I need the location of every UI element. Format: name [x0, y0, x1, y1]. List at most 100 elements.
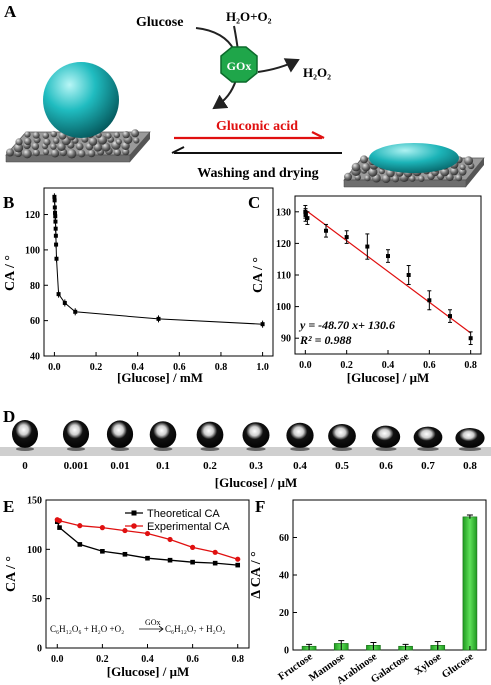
substrate-strip-d — [0, 447, 491, 456]
droplet-reflection — [331, 447, 353, 451]
droplet-reflection — [246, 447, 266, 451]
x-tick-label: 1.0 — [256, 362, 269, 373]
droplet — [455, 428, 485, 448]
nanoparticle — [122, 131, 130, 139]
data-point-theoretical — [190, 559, 195, 565]
panel-f: F 0 20 40 60 FructoseMannoseArabinoseGalact… — [249, 497, 487, 685]
nanoparticle — [361, 162, 371, 172]
x-tick-label: 0.4 — [382, 360, 395, 371]
nanoparticle — [93, 143, 103, 152]
droplet-concentration-label: 0.7 — [421, 460, 435, 472]
droplet-reflection — [15, 447, 35, 451]
droplet-concentration-label: 0.1 — [156, 460, 170, 472]
y-tick-label: 120 — [25, 210, 40, 221]
data-point-experimental — [167, 536, 173, 543]
nanoparticle — [113, 148, 121, 156]
data-point-theoretical — [235, 562, 241, 568]
panel-label-d: D — [3, 407, 15, 426]
y-tick-label: 100 — [27, 545, 42, 556]
nanoparticle — [418, 175, 425, 182]
data-point-experimental — [122, 527, 128, 534]
droplet-reflection — [153, 447, 173, 451]
panel-c: C 0.0 0.2 0.4 0.6 0.8 90 100 110 120 130 CA / ° [… — [248, 193, 482, 385]
x-axis-label-b: [Glucose] / mM — [117, 370, 203, 385]
nanoparticle — [42, 132, 50, 139]
washing-drying-label: Washing and drying — [197, 166, 318, 181]
reaction-right: C₆H₁₂O₇ + H₂O₂ — [165, 624, 225, 634]
droplet — [106, 420, 134, 449]
reaction-enzyme: GOx — [145, 618, 161, 627]
y-axis-label-c: CA / ° — [251, 257, 266, 293]
category-label: Glucose — [440, 651, 476, 681]
data-point-c — [324, 228, 328, 233]
panel-d: D 0 0.001 0.01 0.1 0.2 0.3 0.4 0.5 0.6 0.7 0.8 [Gl… — [0, 407, 491, 490]
x-tick-label: 0.2 — [96, 654, 109, 665]
data-point-experimental — [56, 518, 63, 524]
nanoparticle — [15, 138, 23, 146]
nanoparticle — [105, 132, 112, 139]
panel-label-a: A — [4, 2, 17, 21]
droplet-reflection — [375, 447, 397, 451]
nanoparticle — [13, 143, 24, 153]
droplet-reflection — [110, 447, 130, 451]
water-droplet-sphere — [43, 62, 119, 138]
y-axis-label-f: Δ CA / ° — [249, 551, 264, 598]
data-point-theoretical — [77, 542, 83, 547]
legend-e: Theoretical CA Experimental CA — [125, 508, 230, 533]
data-point-theoretical — [100, 549, 105, 554]
y-tick-label: 100 — [25, 245, 40, 256]
panel-label-e: E — [3, 497, 14, 516]
data-marks-e — [54, 517, 241, 568]
nanoparticle — [32, 149, 40, 157]
reverse-arrow — [171, 146, 342, 154]
nanoparticle — [50, 130, 57, 138]
y-tick-label: 80 — [30, 281, 40, 292]
y-tick-label: 40 — [30, 352, 40, 363]
nanoparticle — [368, 167, 378, 177]
y-tick-label: 100 — [276, 302, 291, 313]
y-tick-label: 0 — [37, 644, 42, 655]
data-marks-b — [52, 193, 265, 328]
axis-ticks-c: 0.0 0.2 0.4 0.6 0.8 90 100 110 120 130 — [276, 207, 477, 371]
y-tick-label: 40 — [279, 571, 289, 582]
nanoparticle — [57, 142, 66, 151]
x-axis-label-d: [Glucose] / μM — [215, 475, 297, 490]
y-tick-label: 50 — [32, 594, 42, 605]
data-point-b — [53, 226, 58, 231]
data-point-experimental — [212, 549, 218, 555]
data-point-experimental — [235, 556, 241, 562]
water-droplet-spread — [369, 143, 459, 173]
nanoparticle — [97, 135, 107, 145]
nanoparticle — [50, 149, 60, 158]
data-point-c — [386, 254, 390, 259]
data-point-theoretical — [145, 555, 150, 561]
fit-line-c — [304, 209, 472, 334]
droplet-concentration-label: 0.2 — [203, 460, 217, 472]
y-axis-label-e: CA / ° — [4, 556, 19, 592]
nanoparticle — [50, 143, 57, 150]
droplet-reflection — [200, 447, 220, 451]
data-point-b — [53, 219, 58, 224]
data-point-b — [156, 316, 161, 321]
category-label: Xylose — [413, 651, 444, 677]
reaction-equation: C₆H₁₂O₆ + H₂O +O₂ GOx C₆H₁₂O₇ + H₂O₂ — [50, 618, 225, 634]
h2o2-arrow — [257, 58, 300, 73]
nanoparticle — [113, 132, 120, 139]
x-tick-label: 0.8 — [231, 654, 244, 665]
droplet — [371, 425, 401, 448]
y-tick-label: 60 — [30, 316, 40, 327]
plot-frame-b — [43, 187, 274, 357]
panel-a: A Glucose H₂O+O₂ H₂O₂ GOx — [4, 2, 485, 188]
x-tick-label: 0.0 — [48, 362, 61, 373]
nanoparticle — [409, 175, 416, 182]
nanoparticle — [131, 129, 140, 138]
data-point-theoretical — [122, 551, 128, 557]
droplet — [62, 420, 90, 448]
x-tick-label: 0.8 — [215, 362, 228, 373]
reaction-left: C₆H₁₂O₆ + H₂O +O₂ — [50, 624, 124, 634]
x-tick-label: 0.2 — [340, 360, 353, 371]
gluconic-arrow — [212, 79, 237, 110]
series-line-theoretical — [56, 521, 238, 566]
